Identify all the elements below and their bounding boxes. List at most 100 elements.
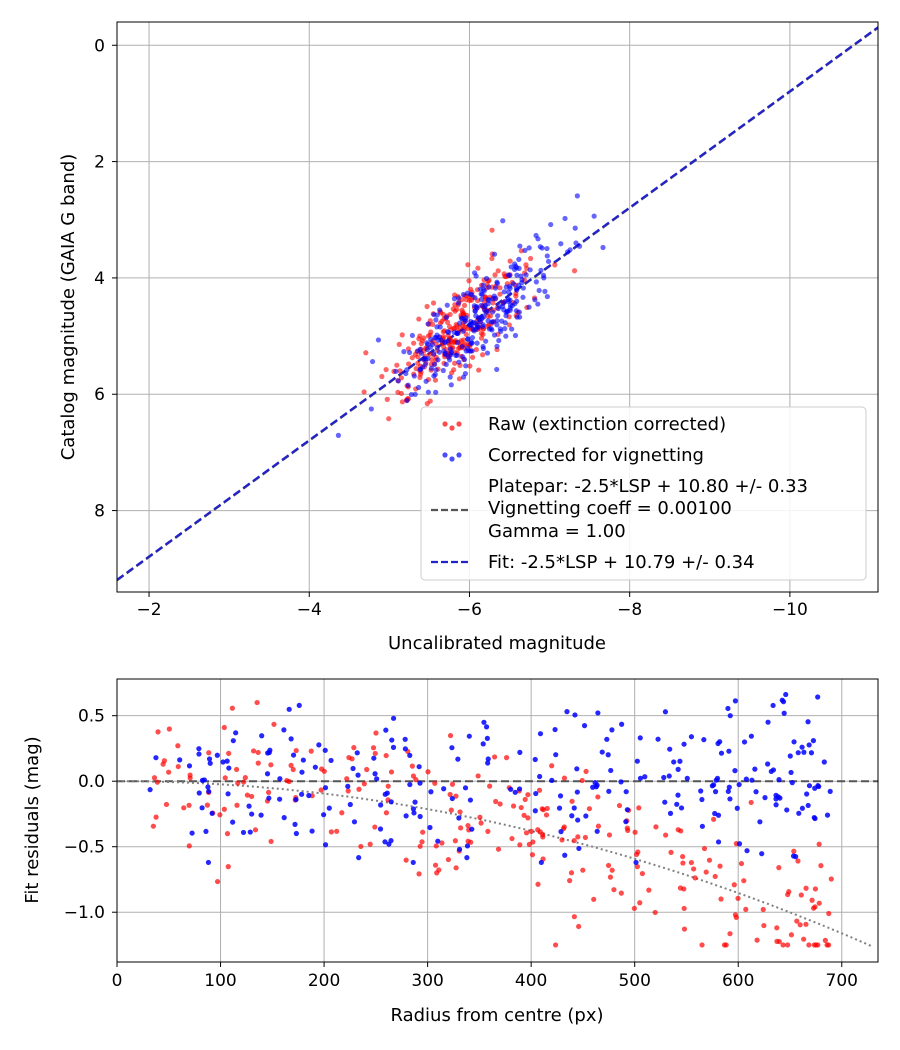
corrected-residual-point [199,777,206,784]
corrected-residual-point [226,765,232,771]
corrected-point [576,243,583,249]
corrected-point [478,296,484,302]
raw-residual-point [785,942,791,948]
raw-residual-point [806,942,812,948]
raw-residual-point [420,829,426,835]
raw-residual-point [605,862,612,869]
bottom-x-tick-label: 700 [826,971,858,991]
corrected-residual-point [224,758,230,764]
raw-residual-point [776,865,782,871]
corrected-residual-point [481,719,487,725]
raw-residual-point [217,812,223,818]
raw-residual-point [639,870,646,877]
corrected-residual-point [604,736,610,742]
raw-residual-point [477,814,483,820]
raw-residual-point [668,849,674,855]
raw-point [445,319,451,325]
corrected-residual-point [684,775,690,781]
corrected-residual-point [701,737,707,743]
corrected-residual-point [299,791,305,797]
corrected-residual-point [608,767,614,774]
corrected-point [505,272,511,278]
corrected-point [406,349,413,356]
corrected-residual-point [699,796,705,803]
raw-residual-point [791,848,797,854]
corrected-residual-point [356,855,362,861]
raw-residual-point [703,869,709,875]
raw-point [449,370,455,376]
corrected-residual-point [583,813,589,819]
corrected-point [453,352,459,359]
corrected-residual-point [757,819,763,825]
corrected-residual-point [378,802,384,808]
corrected-point [544,293,550,300]
raw-residual-point [224,831,231,837]
raw-residual-point [826,910,832,917]
corrected-point [488,325,494,332]
top-x-tick-label: −2 [137,600,162,620]
corrected-residual-point [417,780,423,786]
bottom-y-tick-label: 0.5 [78,707,105,727]
top-axes-frame [116,21,879,593]
corrected-residual-point [790,853,797,859]
corrected-residual-point [799,744,805,750]
corrected-residual-point [388,799,394,805]
corrected-residual-point [748,733,754,739]
corrected-residual-point [410,859,416,866]
raw-residual-point [235,780,241,786]
raw-residual-point [388,769,395,775]
corrected-residual-point [469,826,475,832]
raw-point [415,360,421,366]
corrected-residual-point [350,765,356,772]
corrected-point [460,374,467,380]
raw-residual-point [571,837,577,844]
corrected-residual-point [449,745,455,751]
raw-residual-point [241,779,247,785]
corrected-residual-point [558,829,564,835]
corrected-residual-point [326,805,332,811]
top-y-tick-label: 8 [94,502,105,522]
raw-residual-point [403,857,409,863]
raw-residual-point [222,775,228,781]
corrected-residual-point [815,694,821,700]
corrected-residual-point [464,843,471,849]
raw-residual-point [344,776,350,782]
raw-residual-point [522,796,528,803]
corrected-residual-point [609,727,615,733]
raw-residual-point [186,802,192,808]
corrected-residual-point [590,784,596,790]
corrected-residual-point [725,705,731,712]
raw-residual-point [445,856,452,863]
raw-residual-point [383,810,390,816]
corrected-residual-point [517,749,523,755]
corrected-residual-point [249,811,255,817]
corrected-point [443,361,449,368]
raw-point [523,262,529,268]
corrected-residual-point [383,727,389,733]
raw-residual-point [161,758,167,764]
corrected-residual-point [725,788,731,794]
corrected-residual-point [462,785,469,791]
raw-residual-point [529,852,536,858]
corrected-residual-point [662,799,668,805]
corrected-residual-point [286,706,292,712]
raw-point [463,331,469,338]
raw-residual-point [786,889,792,895]
corrected-point [412,391,418,397]
raw-residual-point [449,781,456,787]
corrected-residual-point [562,852,568,858]
raw-residual-point [328,829,334,835]
raw-residual-point [801,936,807,942]
corrected-point [474,305,480,311]
raw-residual-point [731,882,737,888]
corrected-point [495,313,501,319]
corrected-residual-point [732,698,739,704]
raw-residual-point [646,887,652,893]
corrected-point [459,343,465,350]
corrected-point [544,253,550,259]
raw-point [394,362,400,368]
vignetting-trend-line [117,780,874,948]
corrected-residual-point [552,726,558,733]
corrected-point [503,333,509,339]
